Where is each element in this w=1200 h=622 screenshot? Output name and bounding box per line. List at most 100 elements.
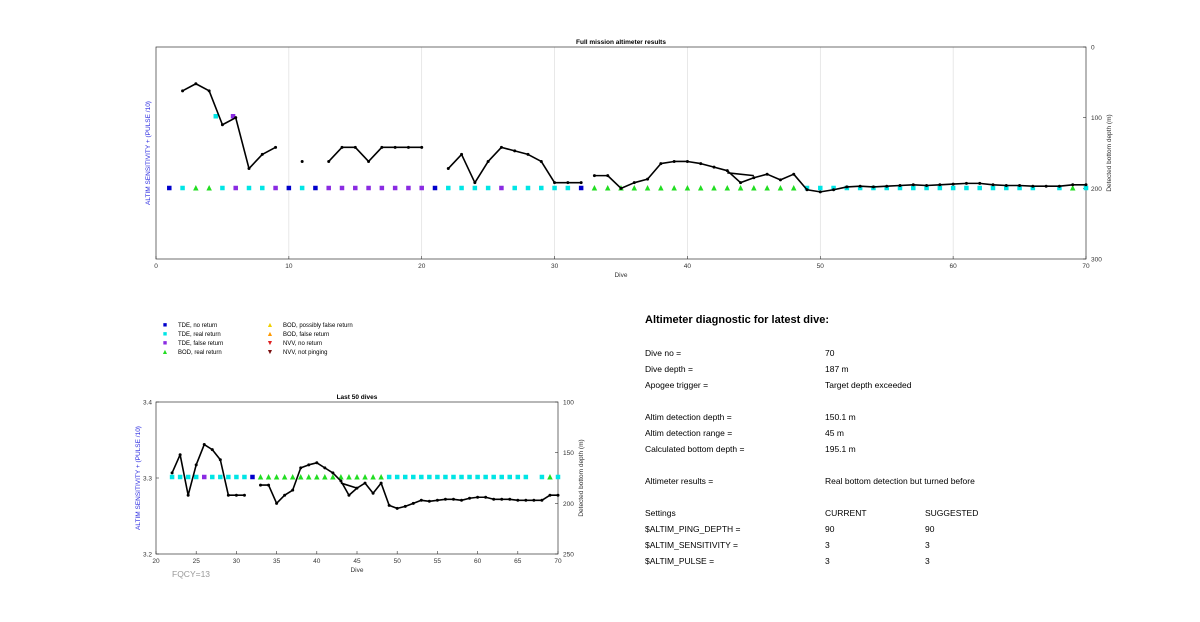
marker-square [201,474,207,480]
legend-label: BOD, possibly false return [283,323,353,329]
depth-point [712,165,716,169]
marker-triangle [724,185,731,191]
diag-value: 45 m [825,428,844,438]
marker-square [167,185,172,191]
diag-label: Calculated bottom depth = [645,444,745,454]
depth-point [845,185,849,189]
x-tick-label: 10 [285,263,293,270]
depth-point [1084,183,1088,187]
depth-point [898,184,902,188]
depth-point [460,152,464,156]
setting-current: 3 [825,556,830,566]
marker-square [446,185,451,191]
y-right-tick-label: 150 [563,450,574,457]
fqcy-footnote: FQCY=13 [172,569,211,579]
y-left-axis-label: ALTIM SENSITIVITY + (PULSE /10) [145,101,152,205]
x-tick-label: 60 [950,263,958,270]
marker-square [242,474,247,480]
depth-point [299,466,303,470]
square-icon: ■ [162,340,168,347]
depth-point [699,162,703,166]
depth-point [443,497,447,501]
marker-square [467,474,472,480]
depth-point [725,169,729,173]
depth-point [234,493,238,497]
setting-suggested: 3 [925,556,930,566]
x-tick-label: 20 [418,263,426,270]
marker-square [499,185,504,191]
depth-point [885,184,889,188]
marker-square [286,185,292,191]
legend-item: ■ TDE, real return [160,331,221,339]
marker-square [1057,185,1062,191]
marker-square [924,185,929,191]
marker-square [950,185,956,191]
depth-point [619,186,623,190]
diag-value: 195.1 m [825,444,856,454]
depth-point [492,497,496,501]
marker-triangle [193,185,199,191]
marker-square [326,185,331,191]
diag-label: Apogee trigger = [645,380,709,390]
depth-point [339,479,343,483]
depth-point [1031,184,1035,188]
marker-triangle [684,185,691,191]
depth-line [328,146,422,163]
marker-triangle [273,474,280,480]
depth-point [548,493,552,497]
depth-line [594,160,1086,193]
depth-point [451,497,455,501]
depth-point [260,152,264,156]
legend-item: ▲ BOD, possibly false return [265,322,353,330]
depth-point [1044,184,1048,188]
settings-header-suggested: SUGGESTED [925,508,979,518]
marker-square [1030,185,1036,191]
legend-item: ■ TDE, no return [160,322,217,330]
marker-triangle [297,474,304,480]
setting-label: $ALTIM_PULSE = [645,556,715,566]
depth-point [964,181,968,185]
marker-triangle [711,185,717,191]
x-tick-label: 25 [193,558,201,565]
square-icon: ■ [162,322,168,329]
depth-point [473,181,477,185]
marker-square [260,185,265,191]
y-left-tick-label: 3.3 [143,476,152,483]
depth-point [516,498,520,502]
x-tick-label: 50 [394,558,402,565]
marker-square [250,474,255,480]
marker-square [472,185,478,191]
depth-point [406,145,410,149]
setting-suggested: 3 [925,540,930,550]
x-tick-label: 40 [684,263,692,270]
depth-point [371,491,375,495]
depth-point [427,499,431,503]
marker-triangle [631,185,638,191]
depth-point [938,183,942,187]
diag-value: 187 m [825,364,849,374]
marker-triangle [751,185,757,191]
marker-square [246,185,252,191]
marker-square [220,185,225,191]
x-tick-label: 50 [817,263,825,270]
depth-point [532,498,536,502]
triangle-up-icon: ▲ [161,349,169,356]
depth-point [274,145,278,149]
settings-header-label: Settings [645,508,676,518]
marker-triangle [1069,185,1076,191]
diag-label: Altim detection depth = [645,412,732,422]
depth-point [207,89,211,93]
depth-point [486,159,490,163]
depth-line [182,82,276,170]
marker-square [427,474,432,480]
marker-square [213,114,219,119]
depth-point [672,159,676,163]
diag-label: Dive depth = [645,364,693,374]
marker-square [475,474,480,480]
depth-point [226,493,230,497]
marker-square [353,185,358,191]
depth-point [991,183,995,187]
depth-point [978,181,982,185]
depth-point [1071,183,1075,187]
diag-label: Altimeter results = [645,476,714,486]
